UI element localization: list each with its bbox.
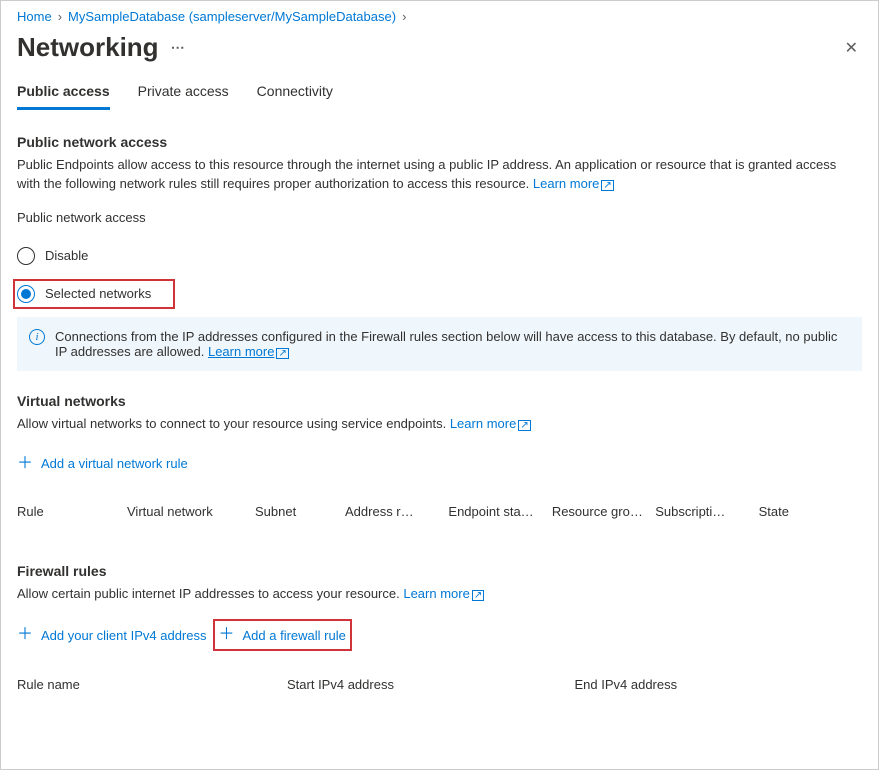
public-access-description: Public Endpoints allow access to this re… (17, 156, 862, 194)
radio-selected-networks-input[interactable] (17, 285, 35, 303)
vnet-learn-more-link[interactable]: Learn more (450, 416, 531, 431)
tabs: Public access Private access Connectivit… (17, 83, 862, 110)
add-client-ipv4-label: Add your client IPv4 address (41, 628, 206, 643)
breadcrumb-home-link[interactable]: Home (17, 9, 52, 24)
plus-icon: ＋ (17, 456, 33, 472)
tab-private-access[interactable]: Private access (138, 83, 229, 110)
col-address-range: Address r… (345, 504, 448, 519)
page-title-text: Networking (17, 32, 159, 63)
add-firewall-rule-label: Add a firewall rule (243, 628, 346, 643)
col-start-ip: Start IPv4 address (287, 677, 575, 692)
firewall-table-header: Rule name Start IPv4 address End IPv4 ad… (17, 677, 862, 692)
firewall-learn-more-link[interactable]: Learn more (403, 586, 484, 601)
add-firewall-rule-button[interactable]: ＋ Add a firewall rule (219, 623, 346, 647)
highlight-selected-networks: Selected networks (13, 279, 175, 309)
radio-disable-label: Disable (45, 248, 88, 263)
tab-connectivity[interactable]: Connectivity (257, 83, 333, 110)
radio-selected-networks[interactable]: Selected networks (17, 285, 171, 303)
firewall-rules-heading: Firewall rules (17, 563, 862, 579)
page-title: Networking ⋯ (17, 32, 186, 63)
plus-icon: ＋ (219, 627, 235, 643)
public-network-access-label: Public network access (17, 210, 862, 225)
add-vnet-rule-label: Add a virtual network rule (41, 456, 188, 471)
breadcrumb: Home › MySampleDatabase (sampleserver/My… (17, 9, 862, 24)
firewall-rules-description: Allow certain public internet IP address… (17, 585, 862, 604)
breadcrumb-db-link[interactable]: MySampleDatabase (sampleserver/MySampleD… (68, 9, 396, 24)
col-state: State (759, 504, 862, 519)
radio-disable-input[interactable] (17, 247, 35, 265)
col-subnet: Subnet (255, 504, 345, 519)
tab-public-access[interactable]: Public access (17, 83, 110, 110)
col-rule: Rule (17, 504, 127, 519)
plus-icon: ＋ (17, 627, 33, 643)
virtual-networks-heading: Virtual networks (17, 393, 862, 409)
add-virtual-network-rule-button[interactable]: ＋ Add a virtual network rule (17, 450, 188, 478)
chevron-right-icon: › (58, 9, 62, 24)
virtual-networks-description: Allow virtual networks to connect to you… (17, 415, 862, 434)
col-vnet: Virtual network (127, 504, 255, 519)
highlight-add-firewall-rule: ＋ Add a firewall rule (213, 619, 352, 651)
col-end-ip: End IPv4 address (575, 677, 863, 692)
radio-selected-networks-label: Selected networks (45, 286, 151, 301)
radio-disable[interactable]: Disable (17, 247, 862, 265)
public-access-learn-more-link[interactable]: Learn more (533, 176, 614, 191)
public-access-heading: Public network access (17, 134, 862, 150)
info-box-text: Connections from the IP addresses config… (55, 329, 850, 359)
info-box: i Connections from the IP addresses conf… (17, 317, 862, 371)
more-menu-button[interactable]: ⋯ (171, 39, 186, 56)
col-subscription: Subscripti… (655, 504, 758, 519)
col-resource-group: Resource gro… (552, 504, 655, 519)
vnet-table-header: Rule Virtual network Subnet Address r… E… (17, 504, 862, 519)
col-rule-name: Rule name (17, 677, 287, 692)
info-learn-more-link[interactable]: Learn more (208, 344, 289, 359)
info-icon: i (29, 329, 45, 345)
add-client-ipv4-button[interactable]: ＋ Add your client IPv4 address (17, 621, 207, 649)
close-button[interactable]: ✕ (841, 38, 862, 58)
col-endpoint-status: Endpoint sta… (448, 504, 551, 519)
chevron-right-icon: › (402, 9, 406, 24)
